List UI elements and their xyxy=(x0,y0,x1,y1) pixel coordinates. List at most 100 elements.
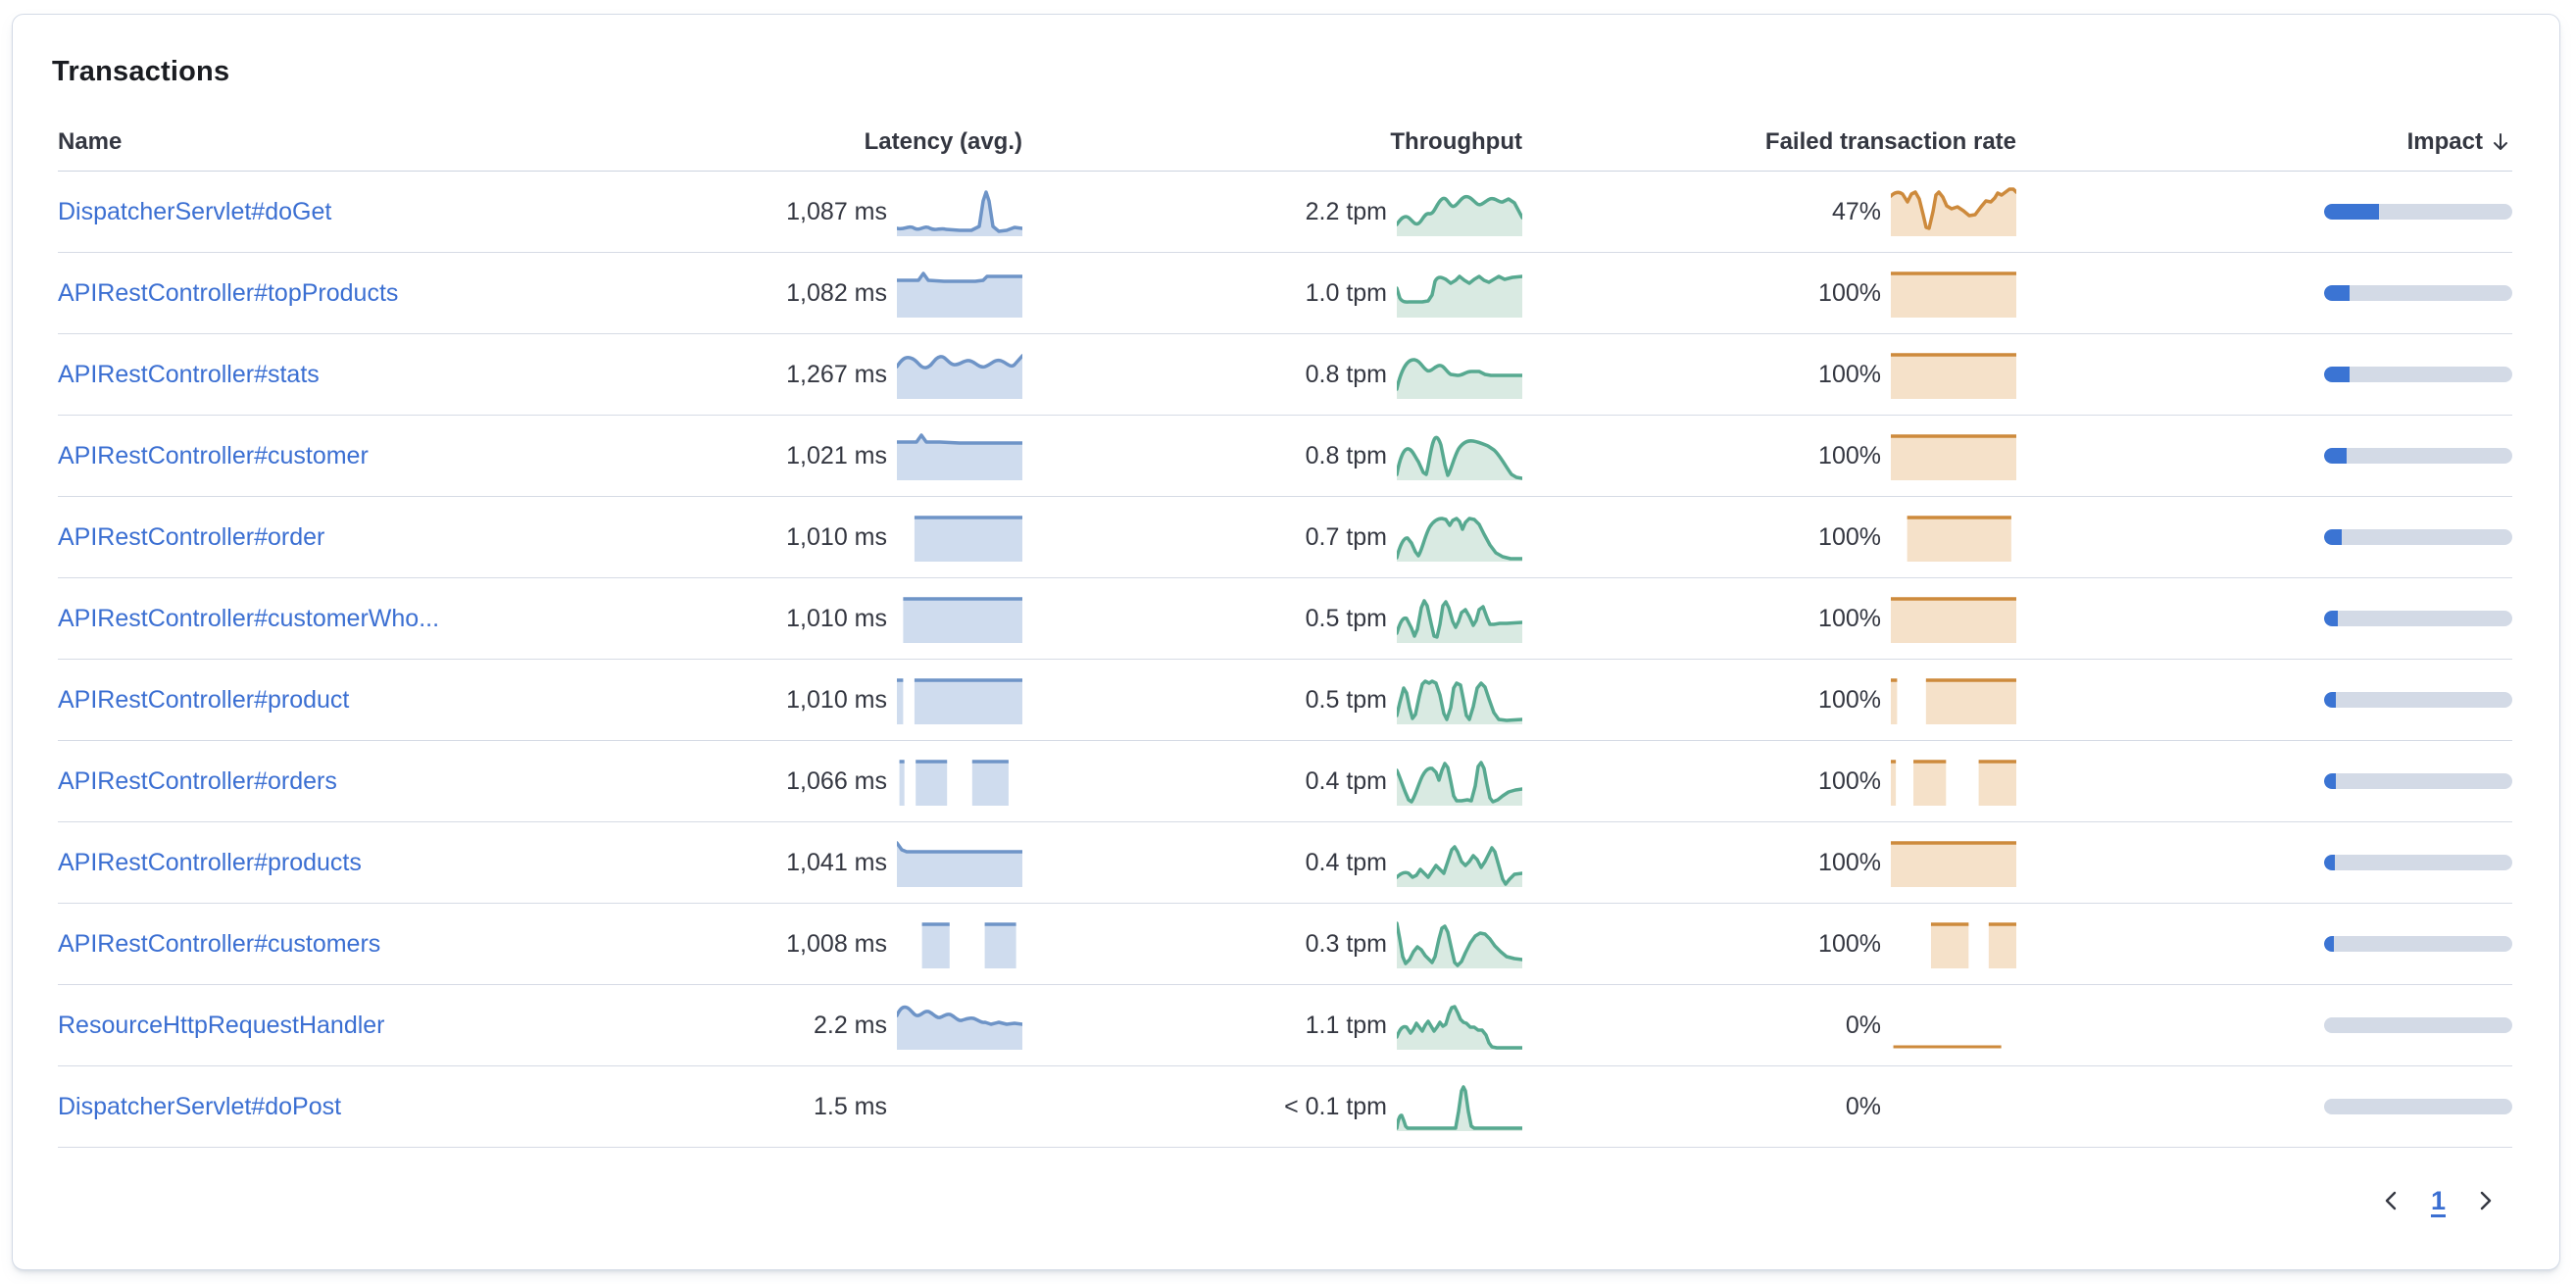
throughput-sparkline xyxy=(1397,517,1522,562)
impact-bar-fill xyxy=(2324,855,2335,870)
column-header-latency[interactable]: Latency (avg.) xyxy=(864,128,1022,155)
impact-bar xyxy=(2324,529,2512,545)
column-header-failed-rate[interactable]: Failed transaction rate xyxy=(1764,128,2016,155)
failed-rate-sparkline xyxy=(1907,516,2011,562)
impact-cell xyxy=(2016,936,2512,952)
transaction-link[interactable]: DispatcherServlet#doGet xyxy=(58,197,332,225)
name-cell: APIRestController#customerWho... xyxy=(58,605,697,633)
next-page-button[interactable] xyxy=(2463,1179,2506,1222)
impact-cell xyxy=(2016,1099,2512,1114)
impact-bar xyxy=(2324,936,2512,952)
latency-sparkline xyxy=(914,516,1022,562)
transaction-link[interactable]: APIRestController#product xyxy=(58,685,350,714)
impact-bar-fill xyxy=(2324,285,2350,301)
throughput-sparkline xyxy=(1397,599,1522,643)
throughput-value: 1.1 tpm xyxy=(1305,1011,1387,1039)
table-row: APIRestController#order 1,010 ms 0.7 tpm 10… xyxy=(58,497,2512,578)
column-header-impact-label: Impact xyxy=(2406,128,2483,155)
impact-bar xyxy=(2324,1017,2512,1033)
latency-cell: 1,010 ms xyxy=(697,675,1022,724)
table-row: ResourceHttpRequestHandler 2.2 ms 1.1 tpm 0… xyxy=(58,985,2512,1066)
throughput-value: 0.8 tpm xyxy=(1305,441,1387,469)
transaction-link[interactable]: APIRestController#orders xyxy=(58,766,337,795)
name-cell: DispatcherServlet#doGet xyxy=(58,198,697,226)
failed-rate-cell: 47% xyxy=(1522,187,2016,236)
name-cell: APIRestController#customers xyxy=(58,930,697,959)
transaction-link[interactable]: APIRestController#topProducts xyxy=(58,278,399,307)
impact-bar xyxy=(2324,773,2512,789)
throughput-sparkline xyxy=(1397,274,1522,318)
throughput-cell: 0.4 tpm xyxy=(1022,757,1522,806)
throughput-sparkline xyxy=(1397,1005,1522,1050)
latency-value: 1,041 ms xyxy=(786,848,887,876)
latency-value: 1,010 ms xyxy=(786,522,887,551)
transaction-link[interactable]: APIRestController#order xyxy=(58,522,325,551)
latency-sparkline xyxy=(897,1005,1022,1050)
throughput-cell: 0.4 tpm xyxy=(1022,838,1522,887)
throughput-value: 0.7 tpm xyxy=(1305,522,1387,551)
latency-cell: 1,066 ms xyxy=(697,757,1022,806)
transaction-link[interactable]: DispatcherServlet#doPost xyxy=(58,1092,342,1120)
column-header-name[interactable]: Name xyxy=(58,128,123,155)
throughput-value: < 0.1 tpm xyxy=(1284,1092,1387,1120)
impact-cell xyxy=(2016,611,2512,626)
latency-cell: 1,041 ms xyxy=(697,838,1022,887)
throughput-sparkline xyxy=(1397,761,1522,806)
throughput-sparkline xyxy=(1397,921,1522,968)
transaction-link[interactable]: APIRestController#stats xyxy=(58,360,320,388)
impact-bar xyxy=(2324,692,2512,708)
impact-cell xyxy=(2016,529,2512,545)
column-header-throughput[interactable]: Throughput xyxy=(1390,128,1522,155)
throughput-value: 0.5 tpm xyxy=(1305,685,1387,714)
name-cell: APIRestController#order xyxy=(58,523,697,552)
name-cell: ResourceHttpRequestHandler xyxy=(58,1012,697,1040)
latency-sparkline xyxy=(903,597,1022,643)
latency-cell: 1,010 ms xyxy=(697,513,1022,562)
failed-rate-sparkline xyxy=(1893,1045,2002,1049)
impact-bar xyxy=(2324,1099,2512,1114)
failed-rate-sparkline xyxy=(1891,434,2016,480)
latency-value: 1.5 ms xyxy=(813,1092,887,1120)
impact-cell xyxy=(2016,285,2512,301)
throughput-cell: 0.8 tpm xyxy=(1022,431,1522,480)
transactions-panel: Transactions Name Latency (avg.) Through… xyxy=(12,14,2560,1270)
latency-value: 1,267 ms xyxy=(786,360,887,388)
failed-rate-sparkline xyxy=(1891,1082,2016,1131)
failed-rate-value: 100% xyxy=(1818,766,1881,795)
table-row: DispatcherServlet#doPost 1.5 ms < 0.1 tpm 0… xyxy=(58,1066,2512,1148)
impact-bar-fill xyxy=(2324,936,2334,952)
failed-rate-cell: 100% xyxy=(1522,269,2016,318)
latency-cell: 1,010 ms xyxy=(697,594,1022,643)
column-header-impact[interactable]: Impact xyxy=(2407,128,2512,156)
failed-rate-cell: 100% xyxy=(1522,594,2016,643)
previous-page-button[interactable] xyxy=(2370,1179,2413,1222)
throughput-cell: 0.8 tpm xyxy=(1022,350,1522,399)
transaction-link[interactable]: APIRestController#products xyxy=(58,848,362,876)
latency-value: 1,010 ms xyxy=(786,604,887,632)
throughput-cell: 0.5 tpm xyxy=(1022,594,1522,643)
throughput-sparkline xyxy=(1397,1085,1522,1131)
transaction-link[interactable]: ResourceHttpRequestHandler xyxy=(58,1011,385,1039)
impact-cell xyxy=(2016,773,2512,789)
failed-rate-value: 100% xyxy=(1818,278,1881,307)
impact-bar xyxy=(2324,285,2512,301)
transactions-table: Name Latency (avg.) Throughput Failed tr… xyxy=(58,114,2512,1148)
table-row: APIRestController#products 1,041 ms 0.4 tp… xyxy=(58,822,2512,904)
impact-cell xyxy=(2016,448,2512,464)
transaction-link[interactable]: APIRestController#customerWho... xyxy=(58,604,440,632)
table-row: DispatcherServlet#doGet 1,087 ms 2.2 tpm 47… xyxy=(58,172,2512,253)
page-number-current[interactable]: 1 xyxy=(2430,1185,2446,1215)
transaction-link[interactable]: APIRestController#customers xyxy=(58,929,381,958)
failed-rate-cell: 100% xyxy=(1522,838,2016,887)
arrow-down-icon xyxy=(2489,130,2512,154)
table-row: APIRestController#customers 1,008 ms 0.3 t… xyxy=(58,904,2512,985)
throughput-cell: 0.3 tpm xyxy=(1022,919,1522,968)
failed-rate-cell: 0% xyxy=(1522,1001,2016,1050)
latency-sparkline xyxy=(897,354,1022,399)
latency-sparkline xyxy=(897,841,1022,887)
name-cell: APIRestController#orders xyxy=(58,767,697,796)
latency-value: 1,082 ms xyxy=(786,278,887,307)
transaction-link[interactable]: APIRestController#customer xyxy=(58,441,369,469)
failed-rate-cell: 0% xyxy=(1522,1082,2016,1131)
table-row: APIRestController#stats 1,267 ms 0.8 tpm 10… xyxy=(58,334,2512,416)
